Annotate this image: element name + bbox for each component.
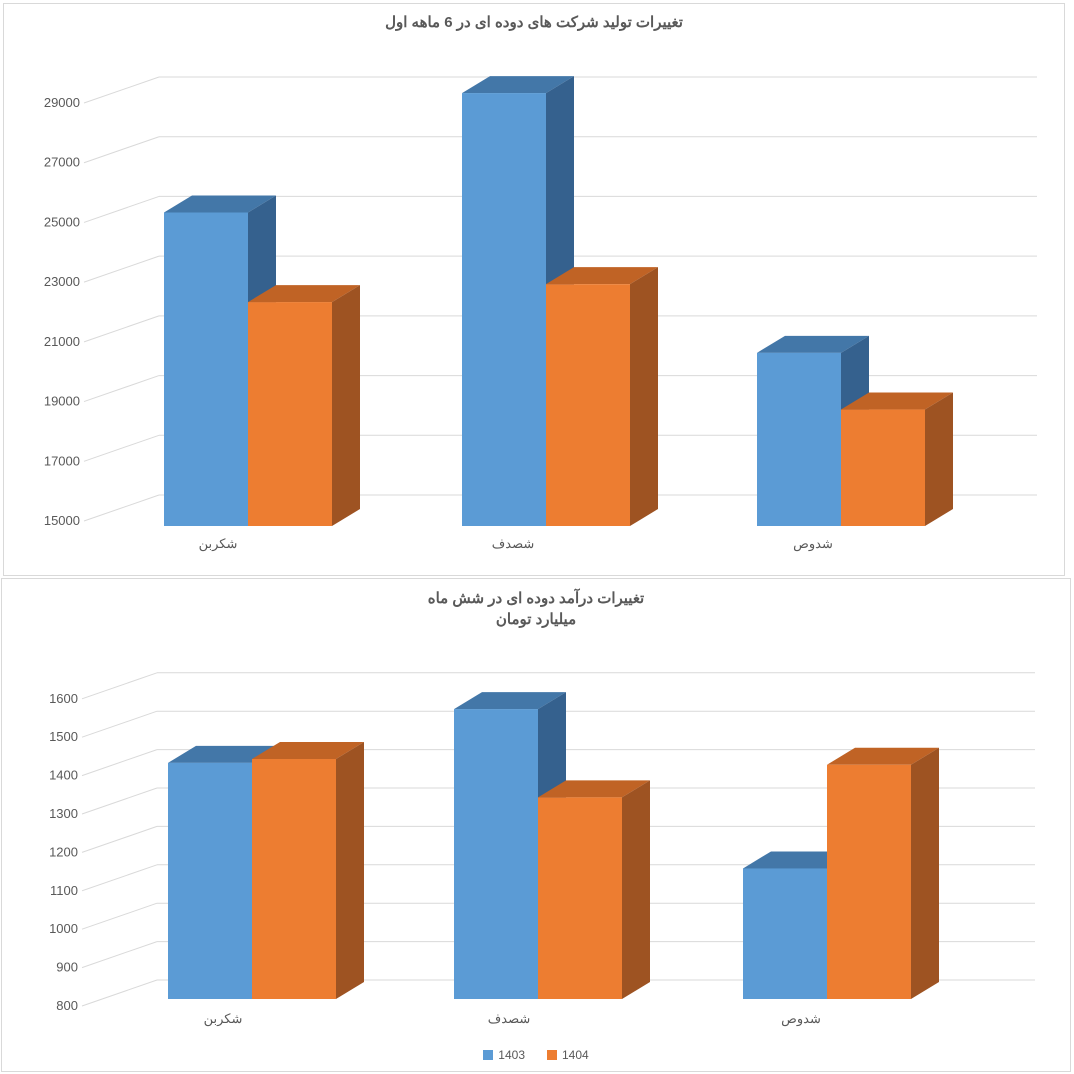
revenue-chart-title-line1: تغییرات درآمد دوده ای در شش ماه: [427, 590, 645, 607]
y-axis-label: 900: [56, 960, 78, 975]
bar-top-1403-1: [454, 692, 566, 710]
legend-item-1403: 1403: [483, 1048, 525, 1062]
bar-1403-1: [454, 709, 538, 999]
bar-side-1404-2: [925, 392, 953, 526]
bar-top-1403-0: [168, 745, 280, 763]
bar-1403-1: [462, 93, 546, 527]
bar-side-1404-1: [622, 780, 650, 999]
bar-side-1404-1: [630, 267, 658, 526]
bar-top-1403-1: [462, 76, 574, 94]
y-tick-diagonal: [81, 787, 158, 815]
bar-1404-0: [248, 302, 332, 526]
revenue-chart-subtitle: میلیارد تومان: [495, 611, 577, 628]
bar-side-1404-2: [911, 747, 939, 999]
production-chart-title: تغییرات تولید شرکت های دوده ای در 6 ماهه…: [385, 14, 683, 31]
bar-1403-0: [164, 212, 248, 526]
y-tick-diagonal: [81, 864, 158, 892]
revenue-chart-panel: تغییرات درآمد دوده ای در شش ماه میلیارد …: [1, 578, 1071, 1072]
y-tick-diagonal: [81, 941, 158, 969]
legend-label-1404: 1404: [562, 1048, 589, 1062]
bar-side-1404-0: [336, 742, 364, 999]
y-tick-diagonal: [83, 494, 160, 522]
bar-top-1404-1: [538, 780, 650, 798]
y-tick-diagonal: [83, 375, 160, 403]
y-axis-label: 27000: [44, 155, 80, 170]
y-tick-diagonal: [83, 76, 160, 104]
y-tick-diagonal: [83, 315, 160, 343]
legend-swatch-1403-icon: [483, 1050, 494, 1060]
bar-top-1403-2: [757, 335, 869, 353]
bar-top-1404-2: [827, 747, 939, 765]
bar-1403-2: [757, 352, 841, 526]
y-axis-label: 19000: [44, 394, 80, 409]
x-axis-label: شصدف: [488, 1011, 530, 1026]
y-tick-diagonal: [83, 434, 160, 462]
legend-swatch-1404-icon: [547, 1050, 557, 1060]
x-axis-label: شصدف: [492, 536, 534, 551]
bar-side-1404-0: [332, 285, 360, 526]
bar-1404-2: [841, 409, 925, 526]
x-axis-label: شدوص: [781, 1011, 821, 1027]
legend: 1403 1404: [2, 1048, 1070, 1062]
production-chart-plot-area: 15000 17000 19000 21000 23000 25000 27000 29000…: [44, 76, 1037, 552]
y-tick-diagonal: [81, 979, 158, 1007]
y-axis-label: 1000: [49, 921, 78, 936]
bar-1404-0: [252, 759, 336, 999]
y-axis-label: 1300: [49, 806, 78, 821]
y-tick-diagonal: [81, 710, 158, 738]
bar-1404-2: [827, 764, 911, 999]
y-axis-label: 23000: [44, 274, 80, 289]
bar-1403-2: [743, 868, 827, 999]
bar-1403-0: [168, 762, 252, 999]
y-axis-label: 1600: [49, 691, 78, 706]
y-axis-label: 800: [56, 998, 78, 1013]
legend-label-1403: 1403: [498, 1048, 525, 1062]
bar-top-1404-0: [248, 285, 360, 303]
x-axis-label: شکربن: [199, 536, 238, 552]
x-axis-label: شدوص: [793, 536, 833, 552]
bar-top-1404-2: [841, 392, 953, 410]
y-axis-label: 15000: [44, 513, 80, 528]
y-tick-diagonal: [81, 672, 158, 700]
revenue-chart-plot-area: 800 900 1000 1100 1200 1300 1400 1500 1600 شکربن ش…: [49, 672, 1035, 1027]
x-axis-label: شکربن: [204, 1011, 243, 1027]
y-tick-diagonal: [83, 195, 160, 223]
y-axis-label: 29000: [44, 95, 80, 110]
bar-1404-1: [538, 797, 622, 999]
y-axis-label: 25000: [44, 214, 80, 229]
bar-1404-1: [546, 284, 630, 526]
y-tick-diagonal: [81, 825, 158, 853]
bar-top-1403-0: [164, 195, 276, 213]
revenue-chart-title: تغییرات درآمد دوده ای در شش ماه میلیارد …: [2, 588, 1070, 630]
y-axis-label: 21000: [44, 334, 80, 349]
legend-item-1404: 1404: [547, 1048, 589, 1062]
y-tick-diagonal: [83, 136, 160, 164]
production-chart-panel: تغییرات تولید شرکت های دوده ای در 6 ماهه…: [3, 3, 1065, 576]
y-axis-label: 1200: [49, 844, 78, 859]
y-tick-diagonal: [83, 255, 160, 283]
y-axis-label: 1100: [50, 883, 78, 898]
bar-top-1404-0: [252, 742, 364, 759]
y-tick-diagonal: [81, 902, 158, 930]
y-axis-label: 1500: [49, 729, 78, 744]
y-axis-label: 17000: [44, 453, 80, 468]
y-axis-label: 1400: [49, 768, 78, 783]
y-tick-diagonal: [81, 749, 158, 777]
bar-top-1404-1: [546, 267, 658, 285]
